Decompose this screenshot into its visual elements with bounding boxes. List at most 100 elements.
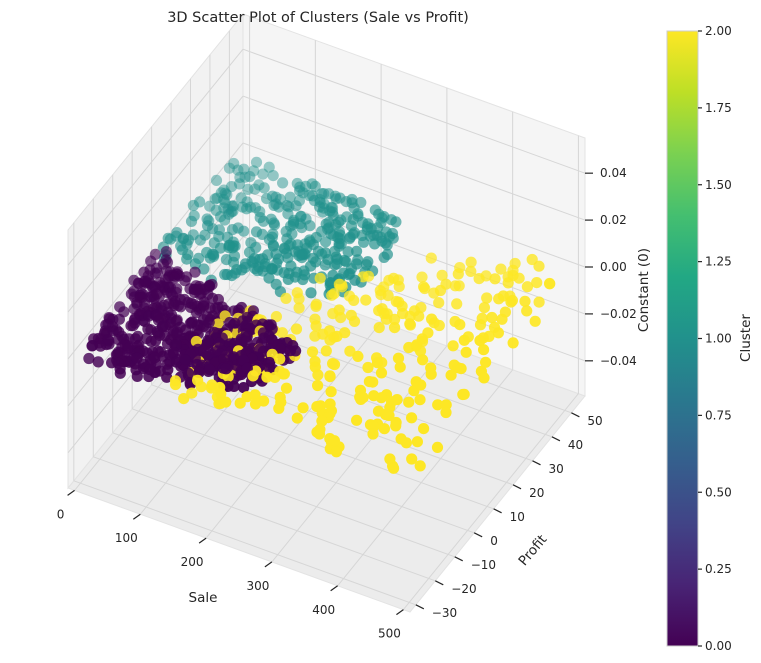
scatter-point [235,192,247,204]
scatter-point [290,323,303,335]
scatter-point [367,428,379,440]
colorbar-tick-label: 1.00 [705,332,732,346]
grid-line-constant [67,95,244,313]
scatter-point [225,206,237,218]
scatter-point [394,361,406,373]
scatter-point [189,266,201,278]
scatter-point [307,239,319,251]
scatter-point [389,322,401,334]
z-axis-label: Constant (0) [636,248,652,332]
y-tick-label: 0 [490,534,498,548]
scatter-point [447,340,459,352]
scatter-point [316,415,328,427]
y-tick-label: 20 [529,486,544,500]
scatter-point [436,269,448,281]
scatter-point [261,371,273,383]
grid-line-constant [242,189,586,315]
scatter-point [380,313,393,325]
scatter-point [418,281,430,293]
x-tick-label: 0 [57,507,65,521]
scatter-points [83,156,556,474]
scatter-point [204,363,216,376]
scatter-point [369,238,381,250]
scatter-point [455,363,467,375]
scatter-point [250,226,263,238]
y-tick-mark [493,508,502,514]
scatter-point [226,270,238,282]
scatter-point [392,352,405,364]
scatter-point [205,382,217,394]
scatter-point [285,238,297,250]
scatter-point [388,462,400,474]
colorbar-tick-label: 0.75 [705,408,732,422]
scatter-point [249,389,261,401]
y-tick-label: −20 [451,582,476,596]
scatter-point [131,352,143,364]
scatter-point [322,254,334,266]
scatter-point [458,388,470,400]
colorbar-tick-label: 2.00 [705,24,732,38]
scatter-point [507,337,519,349]
scatter-point [182,367,195,379]
scatter-point [357,392,369,404]
grid-line-profit [112,432,455,558]
scatter-point [313,428,326,440]
scatter-point [380,226,392,238]
axes-ticks: 0 100 200 300 400 500 −30 −20 −10 0 10 20 30 40 50 −0.0… [57,166,637,640]
scatter-point [342,246,354,258]
scatter-point [351,245,363,257]
x-tick-mark [330,585,339,592]
scatter-point [465,265,477,277]
scatter-point [267,170,279,182]
scatter-point [312,379,324,392]
chart-title: 3D Scatter Plot of Clusters (Sale vs Pro… [167,10,469,26]
scatter-point [125,320,137,332]
y-tick-label: −30 [432,606,457,620]
scatter-point [406,412,418,424]
scatter-point [297,402,309,414]
y-axis-label: Profit [515,532,550,569]
scatter-point [186,316,198,328]
scatter-point [533,260,545,272]
scatter-point [225,181,238,193]
scatter-point [180,324,192,336]
y-tick-mark [571,412,580,418]
scatter-point [287,218,299,230]
scatter-point [496,313,508,325]
scatter-point [291,287,303,299]
z-tick-label: −0.02 [600,307,637,321]
scatter-point [161,371,173,383]
scatter-point [185,297,197,309]
y-tick-mark [551,436,561,442]
scatter-point [212,301,224,314]
scatter-point [94,340,107,352]
scatter-point [331,330,343,342]
scatter-point [229,317,241,329]
x-tick-mark [264,561,273,568]
scatter-point [83,352,95,365]
scatter-point [397,307,409,320]
scatter-point [280,292,292,304]
scatter-point [345,220,358,232]
z-tick-label: −0.04 [600,354,637,368]
colorbar-tick-label: 1.75 [705,101,732,115]
scatter-point [544,278,556,290]
scatter-point [187,199,199,212]
x-tick-mark [67,489,75,496]
scatter-point [277,368,289,380]
scatter-point [158,299,170,311]
scatter-point [198,263,210,275]
scatter-point [258,332,270,344]
scatter-point [310,298,322,311]
scatter-point [218,194,230,206]
scatter-point [132,277,144,289]
grid-line-profit [151,384,494,510]
scatter-point [263,161,275,173]
scatter-point [248,165,260,177]
scatter-point [509,257,521,270]
x-tick-mark [132,513,141,520]
scatter-point [178,393,190,405]
scatter-point [328,288,340,300]
scatter-point [458,334,470,346]
